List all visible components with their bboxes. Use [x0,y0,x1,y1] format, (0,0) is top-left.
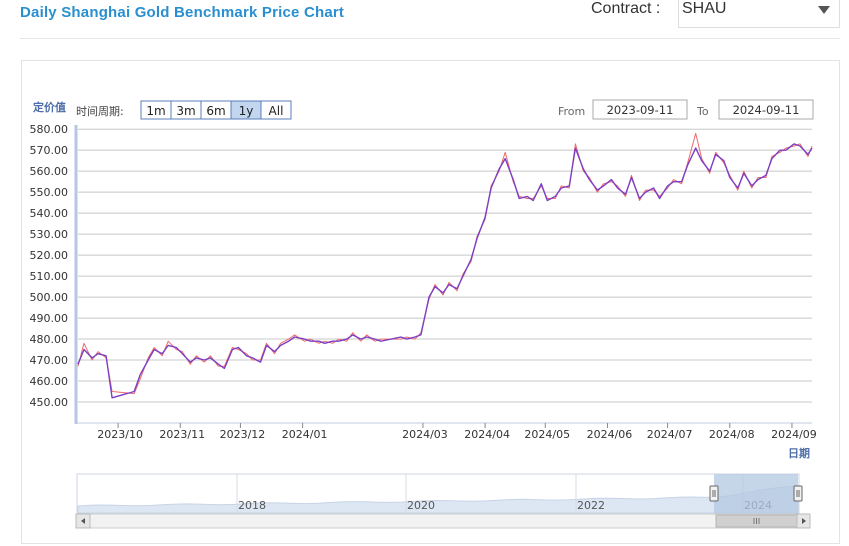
range-button-label: 6m [206,104,225,118]
range-button-1y[interactable]: 1y [230,100,262,120]
x-tick-label: 2024/06 [587,428,633,441]
range-button-group: 1m 3m 6m 1y All [140,100,292,120]
range-button-label: All [269,104,284,118]
range-button-box [260,100,292,120]
to-date-box [718,99,814,120]
contract-label: Contract : [591,0,661,17]
period-label: 时间周期: [76,105,124,118]
scroll-right-button[interactable] [796,513,811,529]
y-tick-label: 520.00 [30,249,69,262]
handle-grip-icon [709,485,719,502]
y-axis-title: 定价值 [33,100,66,114]
navigator-year-label: 2020 [407,499,435,512]
x-tick-label: 2023/10 [97,428,143,441]
arrow-left-icon [81,518,85,524]
x-tick-label: 2023/12 [220,428,266,441]
chart-panel [21,60,840,544]
y-axis-ticks: 450.00 460.00 470.00 480.00 490.00 500.00 510.… [30,123,69,409]
x-axis-title: 日期 [788,446,810,460]
y-tick-label: 560.00 [30,165,69,178]
y-tick-label: 450.00 [30,396,69,409]
navigator-right-handle[interactable] [793,485,803,502]
navigator-year-label: 2018 [238,499,266,512]
range-button-1m[interactable]: 1m [140,100,172,120]
scrollbar-track[interactable] [75,513,811,529]
x-tick-label: 2024/01 [282,428,328,441]
y-tick-label: 550.00 [30,186,69,199]
arrow-right-icon [802,518,806,524]
x-tick-label: 2023/11 [159,428,205,441]
to-label: To [696,105,709,118]
series-line-1 [77,143,813,399]
y-tick-label: 580.00 [30,123,69,136]
y-tick-label: 490.00 [30,312,69,325]
y-tick-label: 510.00 [30,270,69,283]
handle-grip-icon [793,485,803,502]
contract-select[interactable]: SHAU [678,0,840,28]
to-date-value: 2024-09-11 [733,103,800,117]
x-tick-label: 2024/04 [464,428,510,441]
y-tick-label: 500.00 [30,291,69,304]
range-button-All[interactable]: All [260,100,292,120]
y-tick-label: 570.00 [30,144,69,157]
from-date-value: 2023-09-11 [607,103,674,117]
from-label: From [558,105,585,118]
y-tick-label: 540.00 [30,207,69,220]
navigator-year-label: 2022 [577,499,605,512]
from-date-input[interactable]: 2023-09-11 [592,99,688,120]
from-date-box [592,99,688,120]
navigator-left-handle[interactable] [709,485,719,502]
grip-icon [753,518,760,524]
page-title: Daily Shanghai Gold Benchmark Price Char… [20,4,345,21]
x-tick-label: 2024/03 [402,428,448,441]
series-line-2 [77,132,813,395]
y-tick-label: 470.00 [30,354,69,367]
chevron-down-icon [818,6,830,14]
y-tick-label: 480.00 [30,333,69,346]
x-tick-label: 2024/08 [709,428,755,441]
grid-lines [78,128,812,403]
navigator[interactable]: 2018202020222024 [75,473,811,529]
y-tick-label: 460.00 [30,375,69,388]
navigator-area [77,485,799,514]
range-button-3m[interactable]: 3m [170,100,202,120]
range-button-label: 1m [146,104,165,118]
range-button-6m[interactable]: 6m [200,100,232,120]
header-divider [20,38,840,39]
x-tick-label: 2024/07 [647,428,693,441]
scroll-left-button[interactable] [75,513,91,529]
contract-value: SHAU [682,0,727,17]
y-tick-label: 530.00 [30,228,69,241]
range-button-label: 1y [239,104,254,118]
range-button-label: 3m [176,104,195,118]
to-date-input[interactable]: 2024-09-11 [718,99,814,120]
x-axis-ticks: 2023/10 2023/11 2023/12 2024/01 2024/03 2024/… [97,423,817,441]
x-tick-label: 2024/09 [771,428,817,441]
x-tick-label: 2024/05 [524,428,570,441]
series-lines [77,132,813,399]
navigator-window[interactable] [714,474,798,514]
